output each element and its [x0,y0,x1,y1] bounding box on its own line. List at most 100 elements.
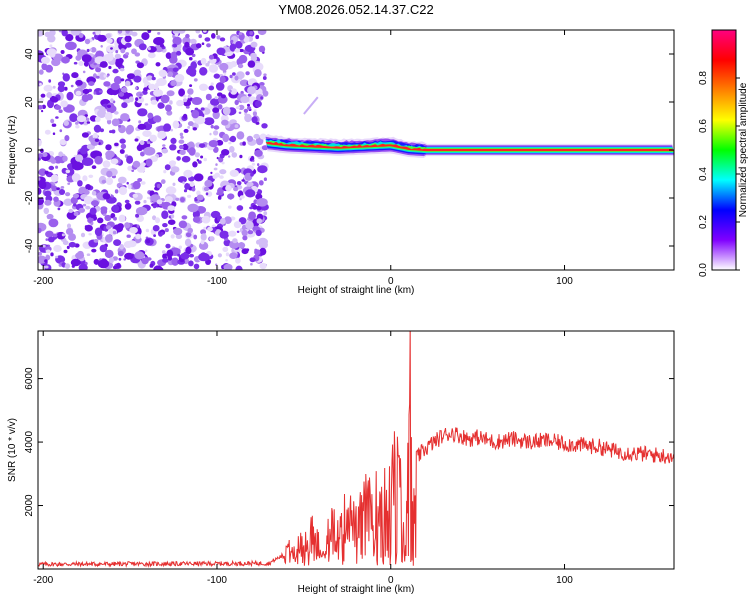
noise-speckle [81,54,92,63]
noise-speckle [214,172,220,178]
noise-speckle [249,206,254,210]
noise-speckle [193,173,204,182]
noise-speckle [38,80,43,87]
noise-speckle [157,102,165,109]
noise-speckle [94,155,103,165]
colorbar-frame [711,29,737,271]
noise-speckle [182,98,188,103]
noise-speckle [45,238,49,241]
noise-speckle [49,30,56,37]
noise-speckle [118,214,126,223]
noise-speckle [263,211,268,216]
noise-speckle [126,155,134,164]
noise-speckle [69,113,78,123]
noise-speckle [175,197,180,201]
noise-speckle [58,109,63,113]
noise-speckle [135,206,148,216]
noise-speckle [44,199,52,206]
noise-speckle [113,76,122,85]
noise-speckle [99,244,108,253]
noise-speckle [257,163,260,167]
noise-speckle [161,179,166,185]
noise-speckle [125,52,129,56]
spectrogram-y-tick-label: -40 [24,238,35,253]
noise-speckle [236,230,240,233]
noise-speckle [40,93,46,98]
noise-speckle [138,120,142,124]
noise-speckle [143,199,147,204]
noise-speckle [191,53,196,58]
noise-speckle [73,211,79,216]
noise-speckle [229,169,239,177]
noise-speckle [82,203,87,207]
noise-speckle [183,128,189,133]
noise-speckle [144,103,149,106]
noise-speckle [192,210,200,219]
noise-speckle [174,248,181,253]
noise-speckle [249,257,256,263]
noise-speckle [137,123,147,130]
noise-speckle [59,129,63,133]
noise-speckle [215,82,225,91]
noise-speckle [91,165,97,170]
noise-speckle [95,116,101,123]
noise-speckle [84,114,89,117]
noise-speckle [198,143,206,149]
noise-speckle [124,35,132,43]
noise-speckle [250,41,258,48]
noise-speckle [185,33,190,39]
colorbar-tick-label: 0.8 [698,71,709,85]
faint-streak [303,96,319,115]
noise-speckle [97,259,110,269]
noise-speckle [64,263,71,269]
noise-speckle [178,245,182,250]
spectrogram-y-tick-label: 40 [24,48,35,60]
noise-speckle [236,205,244,211]
snr-y-tick-label: 6000 [24,367,35,390]
noise-speckle [44,190,52,197]
noise-speckle [235,41,243,49]
noise-speckle [200,107,205,111]
noise-speckle [172,120,180,129]
noise-speckle [51,96,59,103]
noise-speckle [188,147,196,156]
noise-speckle [240,96,250,104]
noise-speckle [114,53,121,59]
noise-speckle [127,184,132,190]
noise-speckle [247,86,256,95]
noise-speckle [57,207,61,211]
noise-speckle [195,30,201,34]
noise-speckle [50,252,54,257]
noise-speckle [105,234,113,243]
noise-speckle [111,118,120,127]
noise-speckle [190,61,197,70]
noise-speckle [177,253,181,257]
noise-speckle [134,86,138,90]
noise-speckle [192,216,201,223]
noise-speckle [219,75,226,84]
noise-speckle [102,160,111,168]
noise-speckle [201,42,205,45]
noise-speckle [207,226,213,232]
noise-speckle [155,82,161,87]
noise-speckle [250,52,257,59]
noise-speckle [93,62,97,66]
noise-speckle [38,30,44,37]
noise-speckle [86,253,91,256]
noise-speckle [38,97,44,103]
colorbar-label: Normalized spectral amplitude [738,82,749,217]
noise-speckle [142,130,152,138]
noise-speckle [225,252,230,257]
noise-speckle [199,67,208,76]
noise-speckle [136,224,140,228]
noise-speckle [153,265,163,270]
noise-speckle [94,227,103,237]
noise-speckle [210,124,214,129]
colorbar-tick-label: 0.6 [698,119,709,133]
noise-speckle [78,186,88,195]
snr-series-line [38,331,674,568]
noise-speckle [172,67,179,73]
noise-speckle [38,177,41,181]
noise-speckle [228,205,232,209]
